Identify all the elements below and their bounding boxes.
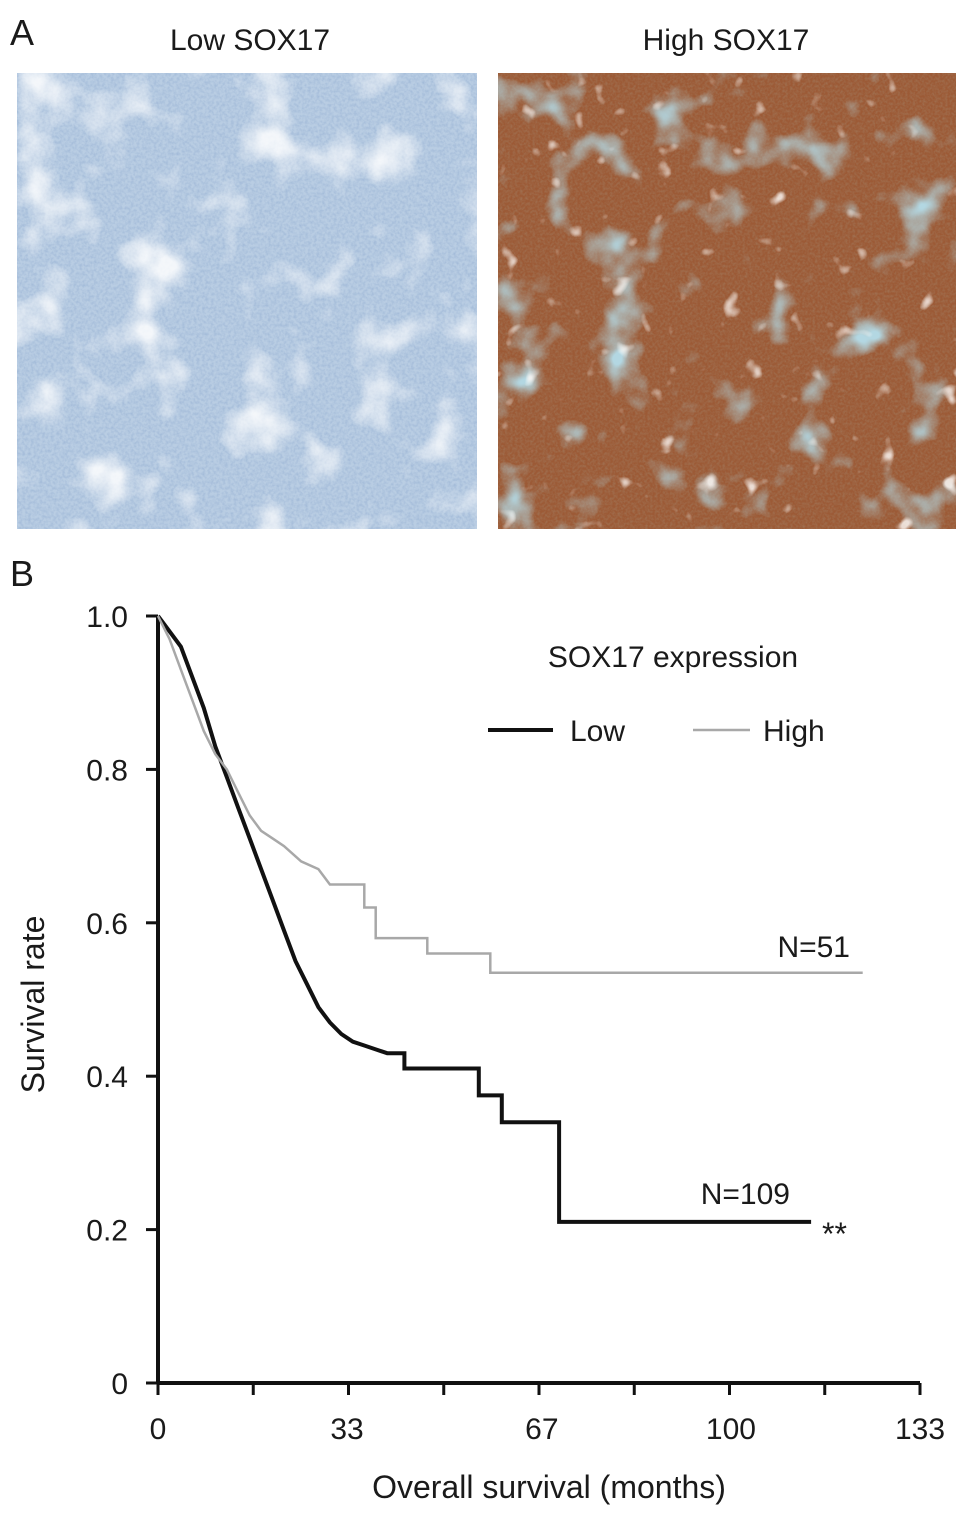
legend-label-high: High xyxy=(763,715,825,748)
x-tick-label: 100 xyxy=(706,1413,756,1446)
panel-b-label: B xyxy=(10,553,35,594)
x-tick-label: 0 xyxy=(150,1413,167,1446)
x-tick-label: 67 xyxy=(525,1413,558,1446)
x-tick-label: 133 xyxy=(895,1413,945,1446)
survival-chart: 0 0.2 0.4 0.6 0.8 1.0 0 33 67 100 133 Overall surv… xyxy=(15,601,945,1505)
x-tick-label: 33 xyxy=(330,1413,363,1446)
y-axis-title: Survival rate xyxy=(15,916,51,1094)
n-label-high: N=51 xyxy=(777,931,850,964)
legend-label-low: Low xyxy=(570,715,625,748)
series-line-low xyxy=(156,614,812,1224)
labels-layer: Overall survival (months) Survival rate N=… xyxy=(15,641,850,1505)
high-sox17-title: High SOX17 xyxy=(642,24,810,57)
n-label-low: N=109 xyxy=(701,1178,790,1211)
y-tick-label: 1.0 xyxy=(86,601,128,634)
low-sox17-title: Low SOX17 xyxy=(169,24,331,57)
panel-a-label: A xyxy=(10,12,35,53)
low-staining-image xyxy=(17,73,477,529)
series-line-high xyxy=(156,615,863,974)
y-tick-label: 0.2 xyxy=(86,1215,128,1248)
y-tick-label: 0.4 xyxy=(86,1061,128,1094)
high-staining-image xyxy=(498,73,956,529)
y-tick-label: 0.8 xyxy=(86,754,128,787)
chart-axes: 0 0.2 0.4 0.6 0.8 1.0 0 33 67 100 133 xyxy=(86,601,945,1446)
x-axis-title: Overall survival (months) xyxy=(372,1469,726,1505)
high-sox17-micrograph xyxy=(498,73,956,529)
y-tick-label: 0.6 xyxy=(86,908,128,941)
legend-title: SOX17 expression xyxy=(548,641,798,674)
y-tick-label: 0 xyxy=(111,1368,128,1401)
series-layer xyxy=(156,614,863,1224)
low-sox17-micrograph xyxy=(17,73,477,529)
significance-marker: ** xyxy=(822,1216,847,1252)
